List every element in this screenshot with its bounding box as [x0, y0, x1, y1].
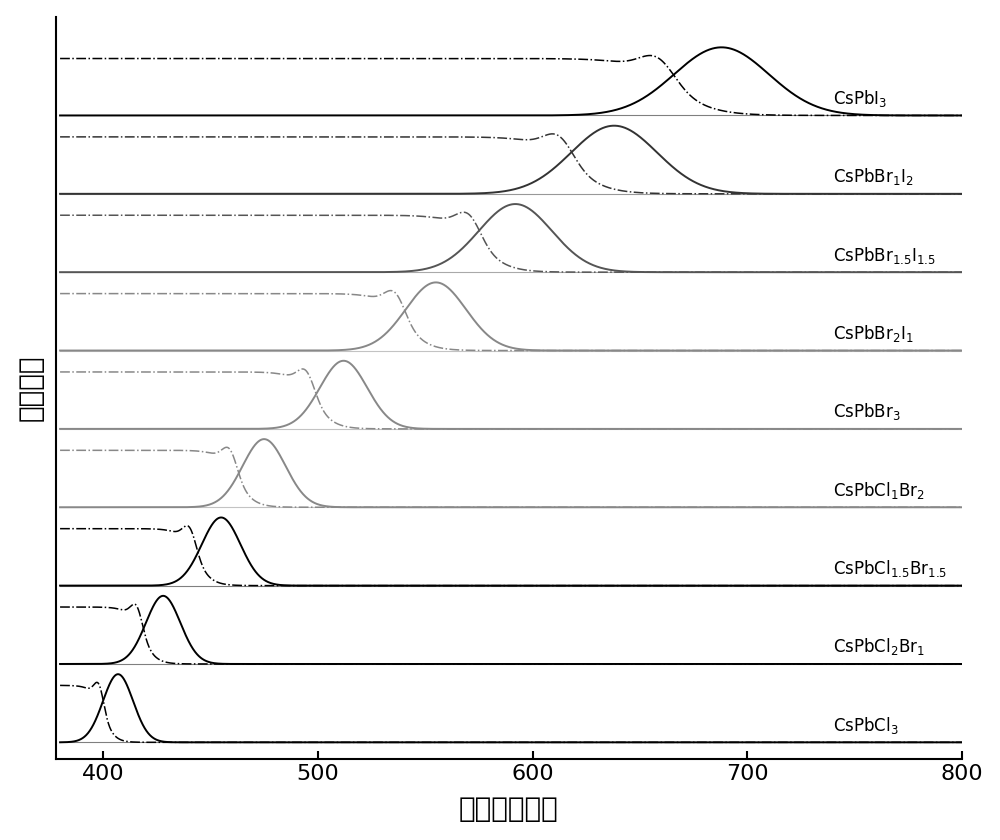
- Text: CsPbCl$_3$: CsPbCl$_3$: [833, 715, 899, 736]
- Text: CsPbBr$_2$I$_1$: CsPbBr$_2$I$_1$: [833, 323, 914, 344]
- Y-axis label: 相对强度: 相对强度: [17, 354, 45, 422]
- Text: CsPbI$_3$: CsPbI$_3$: [833, 88, 888, 109]
- Text: CsPbCl$_1$Br$_2$: CsPbCl$_1$Br$_2$: [833, 480, 925, 501]
- Text: CsPbBr$_1$I$_2$: CsPbBr$_1$I$_2$: [833, 166, 914, 187]
- Text: CsPbBr$_3$: CsPbBr$_3$: [833, 402, 901, 423]
- Text: CsPbCl$_2$Br$_1$: CsPbCl$_2$Br$_1$: [833, 637, 925, 658]
- Text: CsPbCl$_{1.5}$Br$_{1.5}$: CsPbCl$_{1.5}$Br$_{1.5}$: [833, 558, 947, 579]
- Text: CsPbBr$_{1.5}$I$_{1.5}$: CsPbBr$_{1.5}$I$_{1.5}$: [833, 244, 936, 265]
- X-axis label: 波长（纳米）: 波长（纳米）: [459, 795, 559, 823]
